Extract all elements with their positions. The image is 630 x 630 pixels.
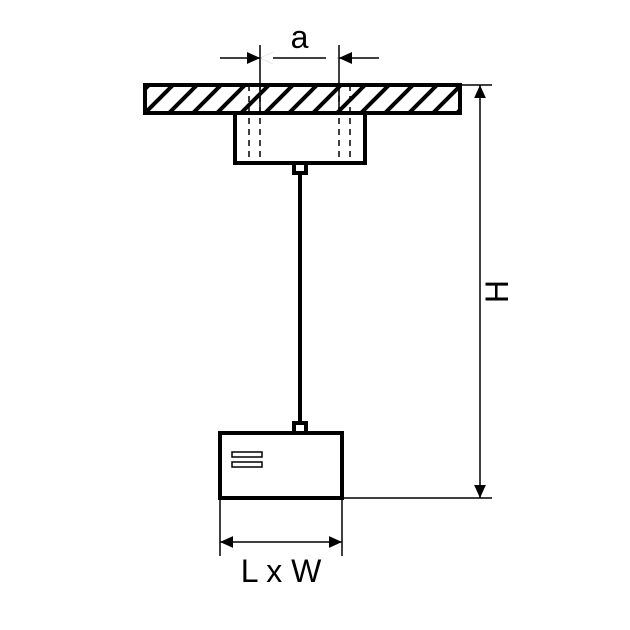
dimension-drawing: a H L x W [0, 0, 630, 630]
dim-label-lxw: L x W [241, 553, 322, 589]
dim-label-a: a [291, 19, 309, 55]
dim-label-h: H [479, 280, 515, 303]
